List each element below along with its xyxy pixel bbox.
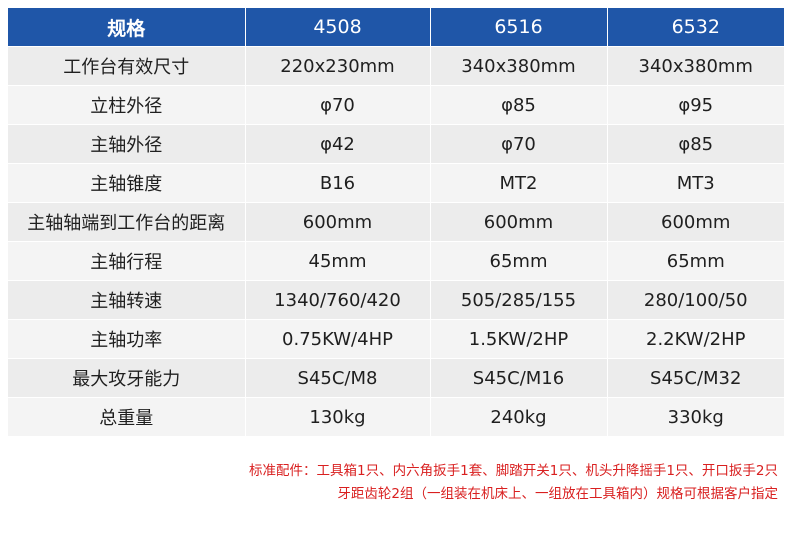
- cell-value: 600mm: [245, 202, 431, 242]
- cell-value: 505/285/155: [430, 280, 608, 320]
- cell-value: MT3: [607, 163, 784, 203]
- cell-value: 600mm: [430, 202, 608, 242]
- cell-value: φ42: [245, 124, 431, 164]
- cell-value: 65mm: [430, 241, 608, 281]
- cell-value: 2.2KW/2HP: [607, 319, 784, 359]
- row-label: 主轴行程: [8, 241, 246, 281]
- row-label: 总重量: [8, 397, 246, 436]
- row-label: 立柱外径: [8, 85, 246, 125]
- table-row: 立柱外径 φ70 φ85 φ95: [8, 85, 784, 125]
- spec-table: 规格 4508 6516 6532 工作台有效尺寸 220x230mm 340x…: [8, 8, 784, 436]
- note-line-standard-accessories: 标准配件：工具箱1只、内六角扳手1套、脚踏开关1只、机头升降摇手1只、开口扳手2…: [249, 463, 778, 479]
- cell-value: φ70: [430, 124, 608, 164]
- cell-value: φ70: [245, 85, 431, 125]
- header-row: 规格 4508 6516 6532: [8, 8, 784, 47]
- accessory-notes: 标准配件：工具箱1只、内六角扳手1套、脚踏开关1只、机头升降摇手1只、开口扳手2…: [58, 460, 778, 506]
- table-row: 总重量 130kg 240kg 330kg: [8, 397, 784, 436]
- row-label: 主轴锥度: [8, 163, 246, 203]
- row-label: 主轴功率: [8, 319, 246, 359]
- cell-value: φ85: [607, 124, 784, 164]
- row-label: 主轴轴端到工作台的距离: [8, 202, 246, 242]
- cell-value: 45mm: [245, 241, 431, 281]
- cell-value: 340x380mm: [430, 46, 608, 86]
- cell-value: MT2: [430, 163, 608, 203]
- table-row: 主轴行程 45mm 65mm 65mm: [8, 241, 784, 281]
- cell-value: 65mm: [607, 241, 784, 281]
- row-label: 工作台有效尺寸: [8, 46, 246, 86]
- cell-value: B16: [245, 163, 431, 203]
- table-row: 主轴转速 1340/760/420 505/285/155 280/100/50: [8, 280, 784, 320]
- cell-value: 0.75KW/4HP: [245, 319, 431, 359]
- row-label: 最大攻牙能力: [8, 358, 246, 398]
- row-label: 主轴外径: [8, 124, 246, 164]
- header-model-6516: 6516: [430, 8, 608, 47]
- cell-value: φ85: [430, 85, 608, 125]
- cell-value: 1.5KW/2HP: [430, 319, 608, 359]
- cell-value: 240kg: [430, 397, 608, 436]
- cell-value: 600mm: [607, 202, 784, 242]
- cell-value: S45C/M32: [607, 358, 784, 398]
- cell-value: 220x230mm: [245, 46, 431, 86]
- cell-value: 340x380mm: [607, 46, 784, 86]
- note-line-pitch-gears: 牙距齿轮2组（一组装在机床上、一组放在工具箱内）规格可根据客户指定: [337, 486, 778, 502]
- table-row: 主轴轴端到工作台的距离 600mm 600mm 600mm: [8, 202, 784, 242]
- table-row: 主轴锥度 B16 MT2 MT3: [8, 163, 784, 203]
- table-row: 主轴外径 φ42 φ70 φ85: [8, 124, 784, 164]
- cell-value: φ95: [607, 85, 784, 125]
- header-model-4508: 4508: [245, 8, 431, 47]
- header-model-6532: 6532: [607, 8, 784, 47]
- cell-value: S45C/M8: [245, 358, 431, 398]
- cell-value: 1340/760/420: [245, 280, 431, 320]
- table-row: 工作台有效尺寸 220x230mm 340x380mm 340x380mm: [8, 46, 784, 86]
- table-row: 主轴功率 0.75KW/4HP 1.5KW/2HP 2.2KW/2HP: [8, 319, 784, 359]
- table-row: 最大攻牙能力 S45C/M8 S45C/M16 S45C/M32: [8, 358, 784, 398]
- cell-value: 330kg: [607, 397, 784, 436]
- row-label: 主轴转速: [8, 280, 246, 320]
- cell-value: 280/100/50: [607, 280, 784, 320]
- header-spec: 规格: [8, 8, 246, 47]
- cell-value: 130kg: [245, 397, 431, 436]
- cell-value: S45C/M16: [430, 358, 608, 398]
